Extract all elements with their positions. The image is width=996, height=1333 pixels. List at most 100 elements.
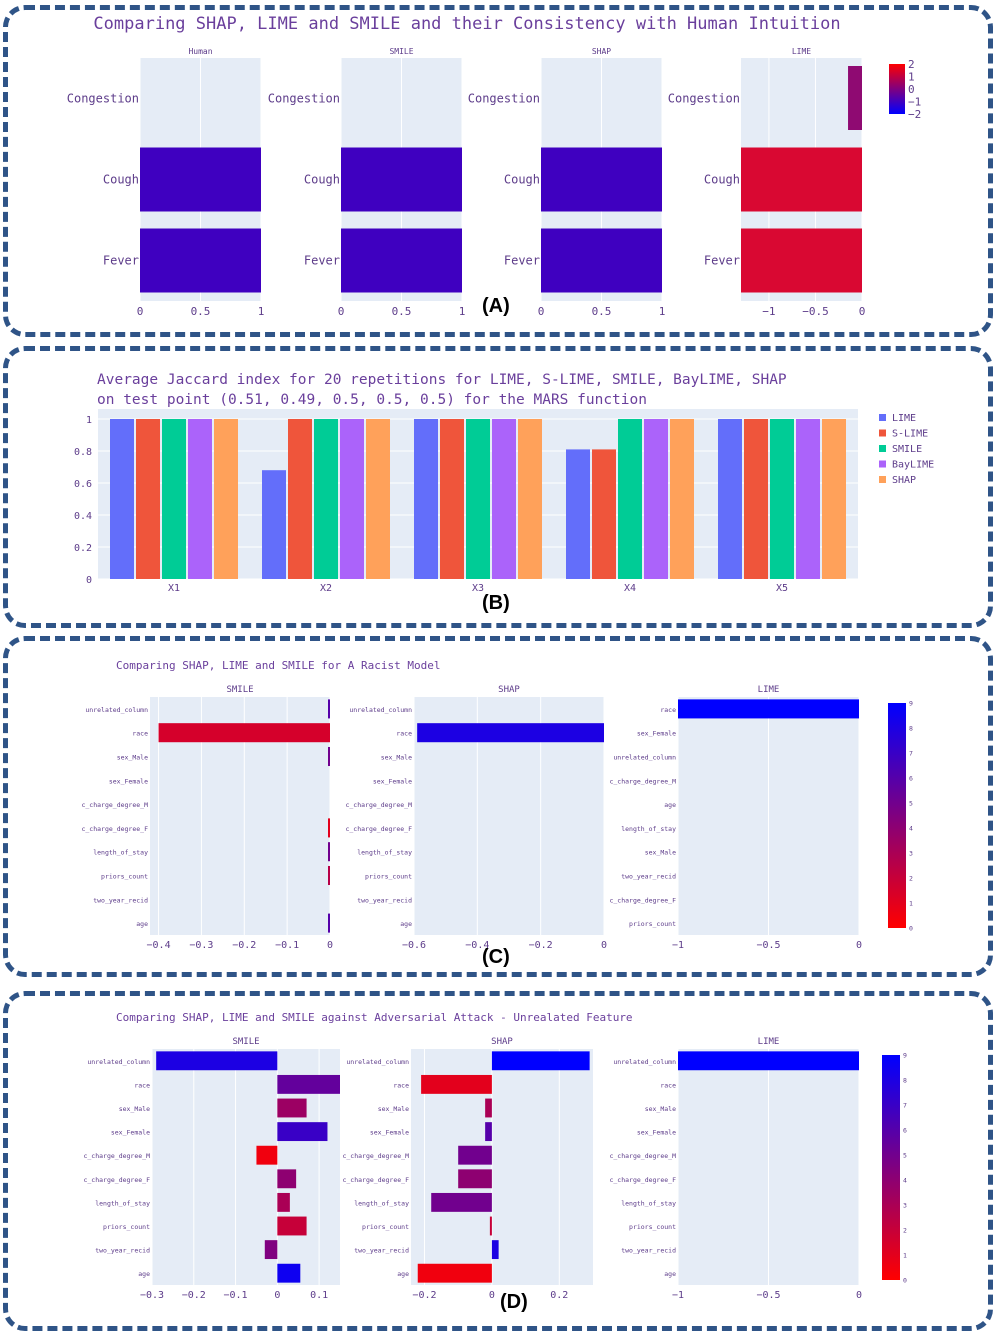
panel-b-frame [3, 346, 993, 628]
chart-a-bar [341, 228, 462, 293]
chart-c-x-tick: 0 [856, 940, 862, 951]
chart-d-subplot-title: LIME [758, 1037, 780, 1047]
chart-a-x-tick: 0.5 [191, 305, 211, 318]
chart-c-bar [417, 723, 604, 743]
chart-c-category-label: c_charge_degree_M [609, 777, 676, 785]
chart-d-x-tick: −0.2 [182, 1290, 206, 1301]
chart-d-category-label: c_charge_degree_F [609, 1176, 676, 1184]
panel-a-frame [3, 5, 993, 337]
chart-b-x-tick: X1 [168, 583, 180, 594]
chart-a-bar [741, 147, 862, 212]
chart-b-bar [188, 419, 212, 579]
chart-c-bar [328, 842, 330, 862]
chart-d-category-label: unrelated_column [346, 1058, 409, 1066]
chart-b-bar [618, 419, 642, 579]
chart-c-category-label: two_year_recid [93, 896, 148, 904]
chart-d-category-label: c_charge_degree_M [83, 1152, 150, 1160]
chart-d-bar [491, 1240, 499, 1260]
chart-b-bar [770, 419, 794, 579]
chart-c-category-label: age [136, 920, 148, 928]
chart-c-category-label: two_year_recid [357, 896, 412, 904]
panel-c-frame [3, 636, 993, 977]
chart-c-colorbar-tick: 0 [909, 924, 913, 932]
chart-c-x-tick: −1 [672, 940, 684, 951]
chart-c-bar [328, 746, 330, 767]
chart-a-category-label: Cough [504, 173, 540, 187]
chart-b-subtitle: on test point (0.51, 0.49, 0.5, 0.5, 0.5… [97, 392, 647, 408]
chart-b-legend-swatch [879, 445, 886, 452]
chart-b-bar [136, 419, 160, 579]
chart-a-title: Comparing SHAP, LIME and SMILE and their… [93, 14, 840, 34]
chart-d-category-label: sex_Male [378, 1105, 409, 1113]
chart-c-x-tick: −0.4 [147, 940, 171, 951]
chart-a-x-tick: 0 [859, 305, 866, 318]
chart-b-bar [414, 419, 438, 579]
panel-label-a: (A) [482, 295, 510, 317]
chart-b-bar [718, 419, 742, 579]
chart-b-bar [644, 419, 668, 579]
chart-a-x-tick: 0 [538, 305, 545, 318]
chart-d-title: Comparing SHAP, LIME and SMILE against A… [116, 1011, 633, 1024]
chart-b-x-tick: X5 [776, 583, 788, 594]
chart-c-bar [328, 865, 330, 886]
chart-c-category-label: length_of_stay [357, 849, 412, 857]
chart-a-colorbar [889, 64, 905, 114]
chart-b-bar [796, 419, 820, 579]
chart-a-category-label: Cough [704, 173, 740, 187]
chart-d-x-tick: 0.1 [310, 1290, 328, 1301]
chart-a-category-label: Fever [704, 254, 740, 268]
chart-d-x-tick: −0.5 [756, 1290, 780, 1301]
chart-a-colorbar-tick: −1 [908, 95, 921, 108]
chart-d-category-label: length_of_stay [621, 1199, 676, 1207]
chart-d-category-label: age [138, 1270, 150, 1278]
chart-b-legend-swatch [879, 460, 886, 468]
chart-d-colorbar-tick: 1 [903, 1251, 907, 1259]
chart-b-y-tick: 0.6 [74, 479, 92, 490]
chart-a-bar [341, 147, 462, 212]
chart-c-category-label: c_charge_degree_M [81, 801, 148, 809]
chart-d-colorbar-tick: 7 [903, 1101, 907, 1109]
chart-b-title: Average Jaccard index for 20 repetitions… [97, 372, 787, 388]
chart-d-colorbar-tick: 6 [903, 1126, 907, 1134]
chart-b-legend-label: SHAP [892, 475, 916, 486]
chart-a-colorbar-tick: −2 [908, 108, 921, 121]
chart-a-x-tick: 1 [258, 305, 265, 318]
chart-b-bar [592, 449, 616, 579]
chart-b-bar [566, 449, 590, 579]
chart-d-colorbar-tick: 9 [903, 1051, 907, 1059]
chart-d-category-label: sex_Male [645, 1105, 676, 1113]
chart-c-subplot-title: SHAP [498, 685, 520, 695]
chart-d-category-label: length_of_stay [354, 1199, 409, 1207]
chart-c-colorbar-tick: 1 [909, 899, 913, 907]
chart-b-bar [466, 419, 490, 579]
chart-d-bar [264, 1240, 278, 1260]
chart-c-x-tick: 0 [601, 940, 607, 951]
chart-d-bar [491, 1051, 590, 1071]
chart-d-category-label: sex_Male [119, 1105, 150, 1113]
chart-c-category-label: sex_Female [637, 730, 676, 738]
chart-a-x-tick: 1 [659, 305, 666, 318]
chart-b-y-tick: 0.2 [74, 543, 92, 554]
chart-a-x-tick: 0 [137, 305, 144, 318]
chart-a-category-label: Congestion [668, 92, 740, 106]
chart-d-category-label: c_charge_degree_M [342, 1152, 409, 1160]
chart-c-bar [328, 913, 330, 933]
chart-c-category-label: sex_Male [117, 754, 148, 762]
chart-d-category-label: priors_count [103, 1223, 150, 1231]
chart-c-category-label: length_of_stay [621, 825, 676, 833]
chart-d-category-label: unrelated_column [87, 1058, 150, 1066]
chart-d-colorbar-tick: 8 [903, 1076, 907, 1084]
chart-c-colorbar-tick: 6 [909, 774, 913, 782]
panel-label-b: (B) [482, 592, 510, 614]
chart-d-bar [277, 1169, 297, 1189]
chart-a-bar [848, 66, 862, 130]
chart-d-category-label: length_of_stay [95, 1199, 150, 1207]
chart-b-bar [162, 419, 186, 579]
chart-c-category-label: race [660, 706, 676, 714]
chart-a-x-tick: 1 [459, 305, 466, 318]
chart-b-x-tick: X3 [472, 583, 484, 594]
chart-d-x-tick: −0.2 [412, 1290, 436, 1301]
chart-a-subplot-title: SMILE [389, 47, 413, 56]
chart-c-bar [678, 699, 859, 719]
chart-d-x-tick: −0.3 [140, 1290, 164, 1301]
